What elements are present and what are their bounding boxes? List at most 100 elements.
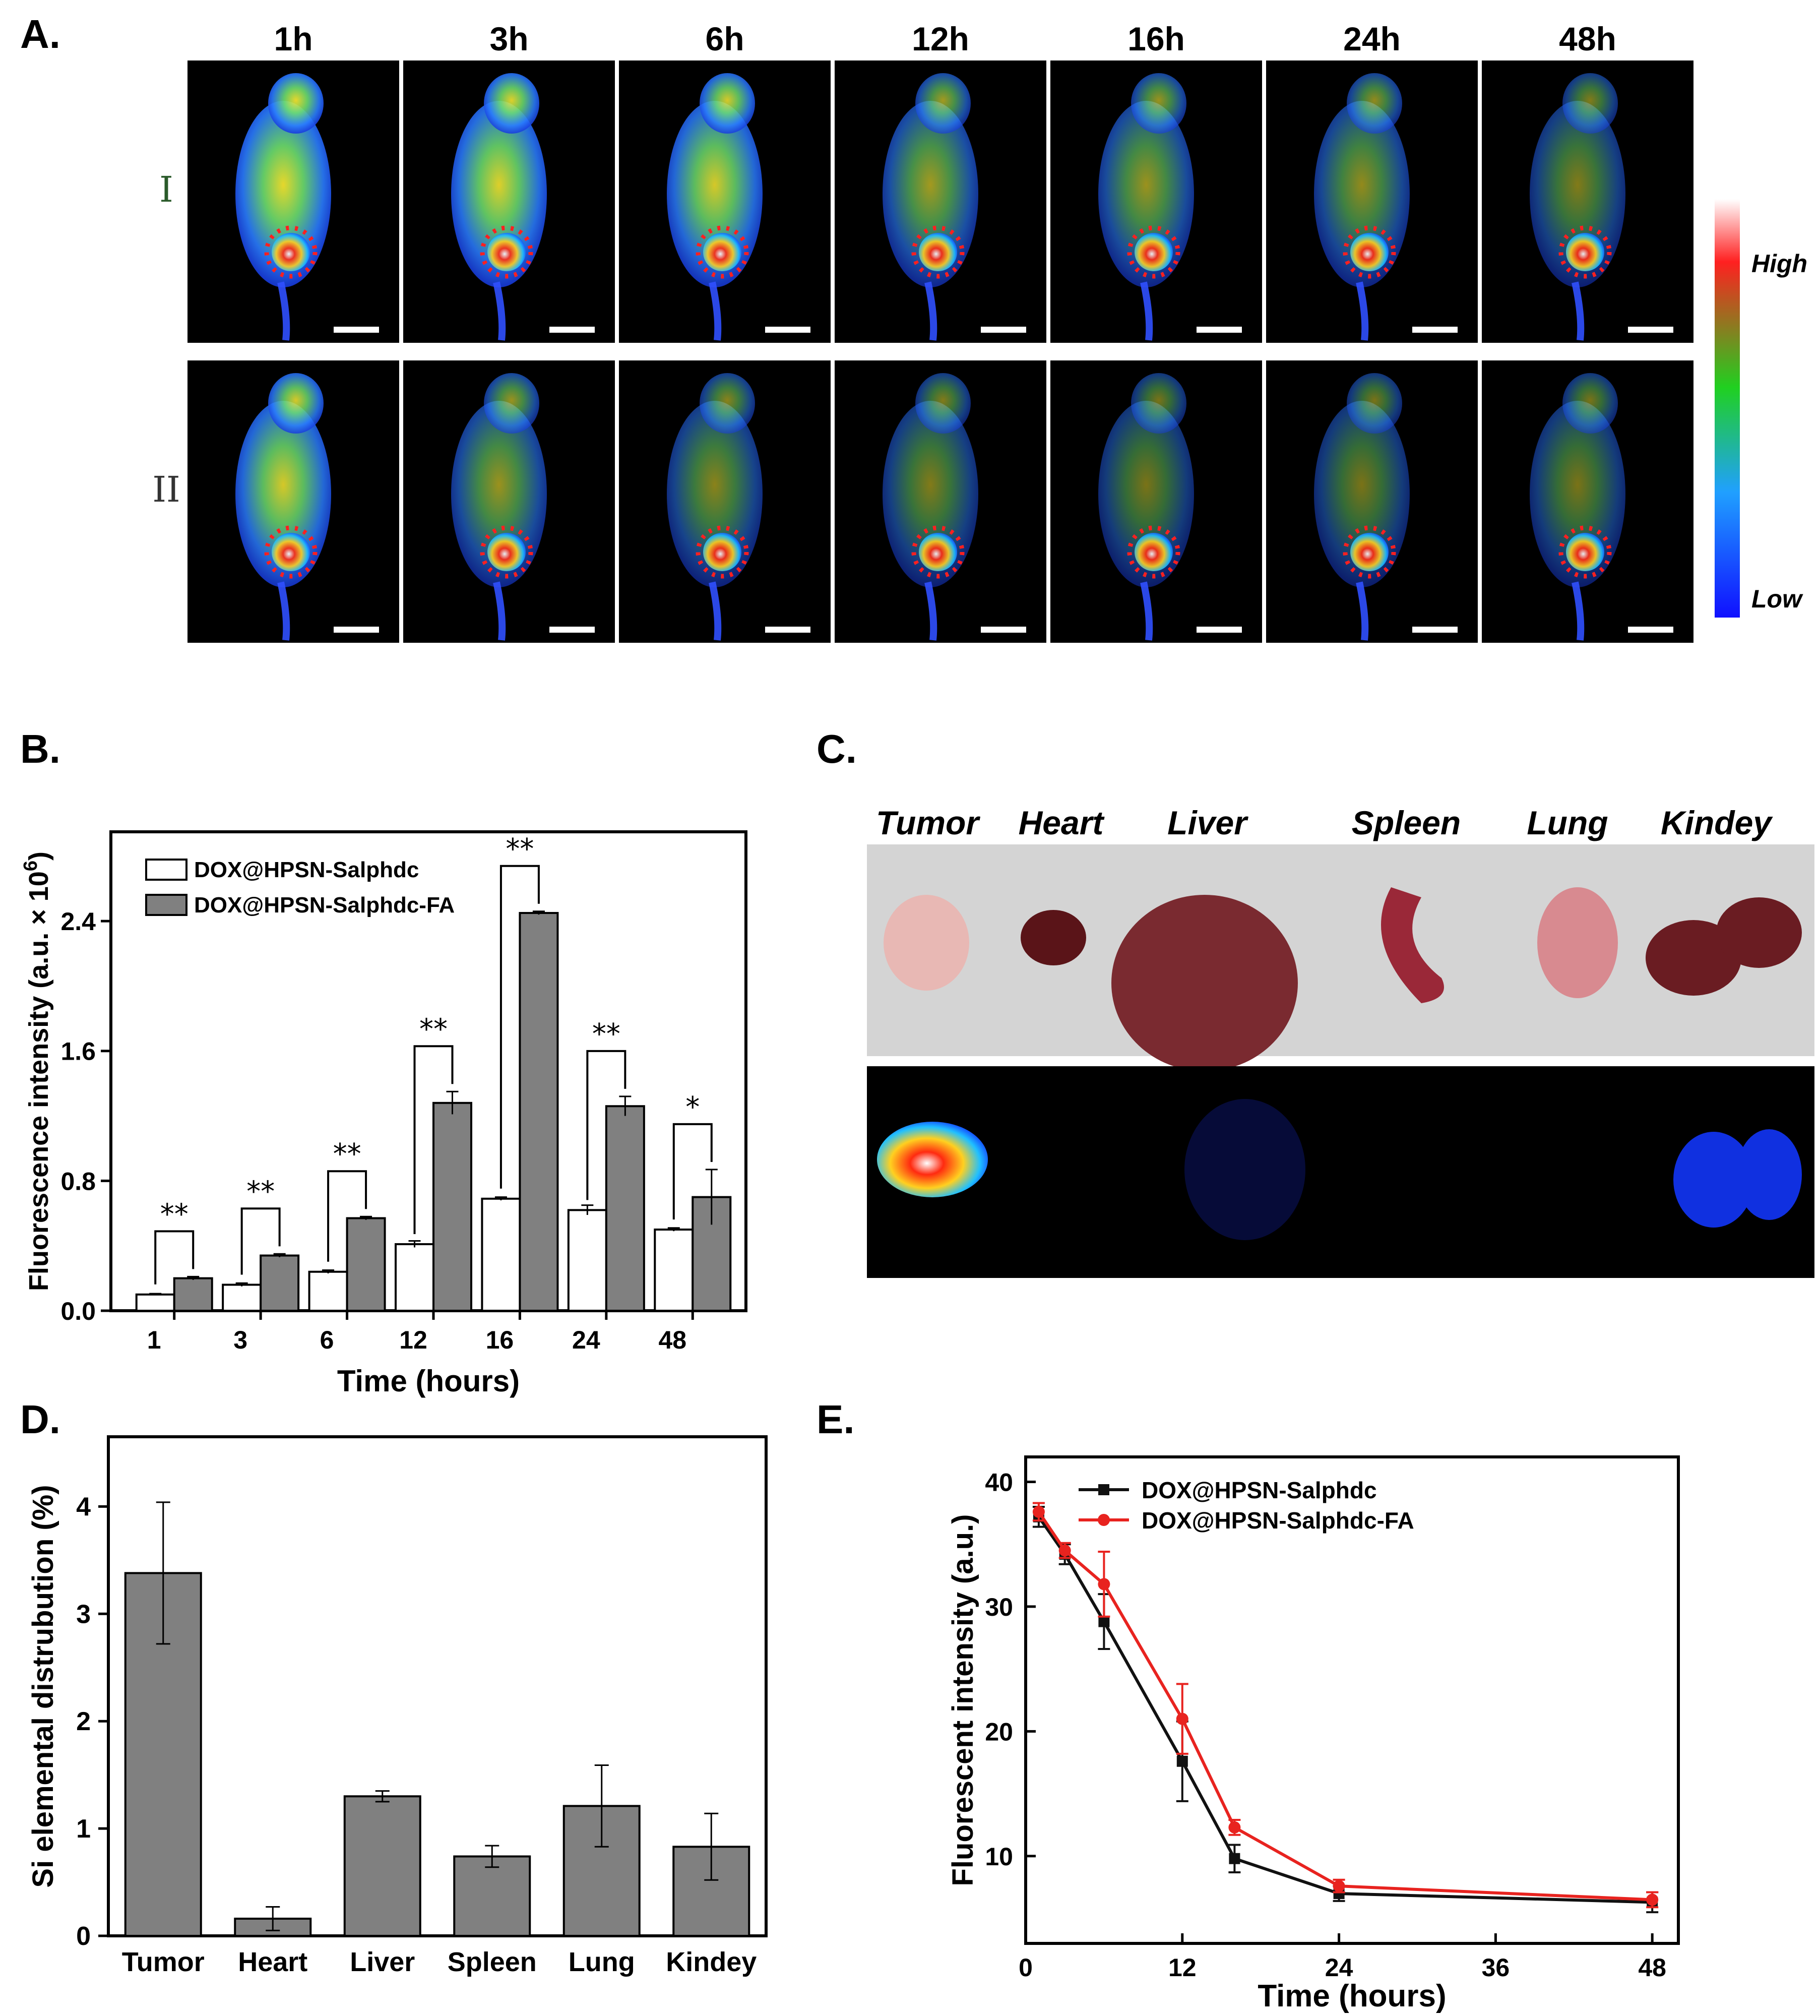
y-tick-label: 2.4 xyxy=(60,907,96,936)
mouse-body xyxy=(451,101,547,287)
organ-label: Lung xyxy=(1527,804,1608,841)
tumor-glow xyxy=(703,233,741,271)
bar xyxy=(343,1795,421,1937)
organ-label: Spleen xyxy=(1352,804,1461,841)
bar xyxy=(260,1254,300,1312)
data-point xyxy=(1176,1755,1188,1767)
scale-bar xyxy=(981,627,1026,633)
y-tick-label: 30 xyxy=(985,1593,1013,1621)
x-axis-label: Time (hours) xyxy=(1258,1979,1446,2013)
chart-b: 0.0 0.8 1.6 2.4 ** 1 ** 3 ** 6 ** 12 ** 16 ** 24 * 48 Time… xyxy=(20,830,747,1398)
bar xyxy=(432,1102,472,1312)
mouse-body xyxy=(883,101,978,287)
x-tick-label: 0 xyxy=(1019,1953,1033,1982)
timepoint-label: 12h xyxy=(912,20,969,57)
scale-bar xyxy=(1628,627,1673,633)
bar xyxy=(481,1197,521,1312)
panel-letter-c: C. xyxy=(817,726,857,771)
x-tick-label: Heart xyxy=(238,1947,307,1977)
y-tick-label: 1 xyxy=(76,1814,91,1844)
tumor-circle xyxy=(480,525,533,579)
tumor-circle xyxy=(1558,525,1612,579)
bar xyxy=(173,1277,213,1312)
mouse-head xyxy=(700,373,755,434)
panel-c: Tumor Heart Liver Spleen Lung Kindey xyxy=(867,804,1814,1278)
x-tick-label: 48 xyxy=(658,1326,686,1354)
x-tick-label: 3 xyxy=(233,1326,247,1354)
series-line xyxy=(1037,1516,1653,1904)
mouse-body xyxy=(1530,401,1625,587)
legend-marker xyxy=(1098,1514,1110,1526)
significance-bracket xyxy=(586,1050,626,1200)
timepoint-label: 48h xyxy=(1559,20,1616,57)
significance-bracket xyxy=(240,1207,281,1275)
significance-marker: ** xyxy=(419,1013,448,1046)
mouse-tail xyxy=(924,581,937,641)
mouse-head xyxy=(1562,373,1618,434)
tumor-circle xyxy=(911,225,965,279)
y-axis-label: Fluorescence intensity (a.u. × 106) xyxy=(20,851,54,1291)
legend-entry: DOX@HPSN-Salphdc xyxy=(194,858,419,882)
data-point xyxy=(1098,1616,1110,1627)
mouse-body xyxy=(235,101,331,287)
x-tick-label: 36 xyxy=(1482,1953,1510,1982)
mouse-body xyxy=(1098,101,1194,287)
significance-bracket xyxy=(154,1230,195,1285)
organ-label: Kindey xyxy=(1661,804,1773,841)
bar xyxy=(605,1105,645,1312)
tumor-glow xyxy=(272,533,310,571)
tumor-glow xyxy=(1135,233,1173,271)
tumor-glow xyxy=(1350,233,1389,271)
legend-swatch xyxy=(145,894,187,916)
scale-bar xyxy=(1628,327,1673,333)
legend-entry: DOX@HPSN-Salphdc xyxy=(1142,1477,1377,1503)
x-tick-label: Lung xyxy=(569,1947,635,1977)
y-tick-label: 10 xyxy=(985,1843,1013,1871)
data-point xyxy=(1646,1893,1659,1906)
timepoint-label: 3h xyxy=(489,20,528,57)
x-tick-label: 1 xyxy=(147,1326,161,1354)
tumor-glow xyxy=(1566,533,1604,571)
mouse-body xyxy=(1314,401,1410,587)
data-point xyxy=(1333,1880,1345,1892)
legend-swatch xyxy=(145,859,187,881)
scale-bar xyxy=(765,627,810,633)
scale-bar xyxy=(765,327,810,333)
mouse-tail xyxy=(1356,581,1369,641)
mouse-tail xyxy=(1356,281,1369,341)
organ-label: Liver xyxy=(1167,804,1248,841)
mouse-tail xyxy=(277,581,290,641)
series-line xyxy=(1037,1511,1653,1902)
tumor-glow xyxy=(1566,233,1604,271)
colorbar-low-label: Low xyxy=(1751,585,1803,613)
mouse-tail xyxy=(1572,281,1585,341)
mouse-body xyxy=(667,101,763,287)
mouse-head xyxy=(484,73,539,134)
lung-photo xyxy=(1537,887,1618,998)
kidney-fluorescence-2 xyxy=(1736,1129,1802,1220)
mouse-tail xyxy=(277,281,290,341)
spleen-photo xyxy=(1381,887,1444,1003)
plot-frame xyxy=(107,1435,768,1937)
kidney-fluorescence-1 xyxy=(1673,1132,1754,1228)
significance-marker: ** xyxy=(246,1175,275,1208)
scale-bar xyxy=(549,327,595,333)
panel-letter-e: E. xyxy=(817,1397,855,1442)
tumor-glow xyxy=(1350,533,1389,571)
significance-marker: ** xyxy=(333,1138,361,1171)
mouse-body xyxy=(1098,401,1194,587)
heart-photo xyxy=(1021,910,1086,965)
kidney-photo-2 xyxy=(1716,897,1802,968)
data-point xyxy=(1032,1505,1045,1518)
organ-fluorescence xyxy=(867,1066,1814,1278)
tumor-glow xyxy=(272,233,310,271)
row-label: I xyxy=(159,169,173,210)
liver-fluorescence xyxy=(1184,1099,1305,1240)
mouse-tail xyxy=(709,281,722,341)
timepoint-label: 16h xyxy=(1127,20,1185,57)
bar xyxy=(567,1209,607,1312)
tumor-circle xyxy=(264,525,318,579)
organ-label: Tumor xyxy=(876,804,980,841)
scale-bar xyxy=(334,627,379,633)
data-point xyxy=(1228,1821,1241,1834)
